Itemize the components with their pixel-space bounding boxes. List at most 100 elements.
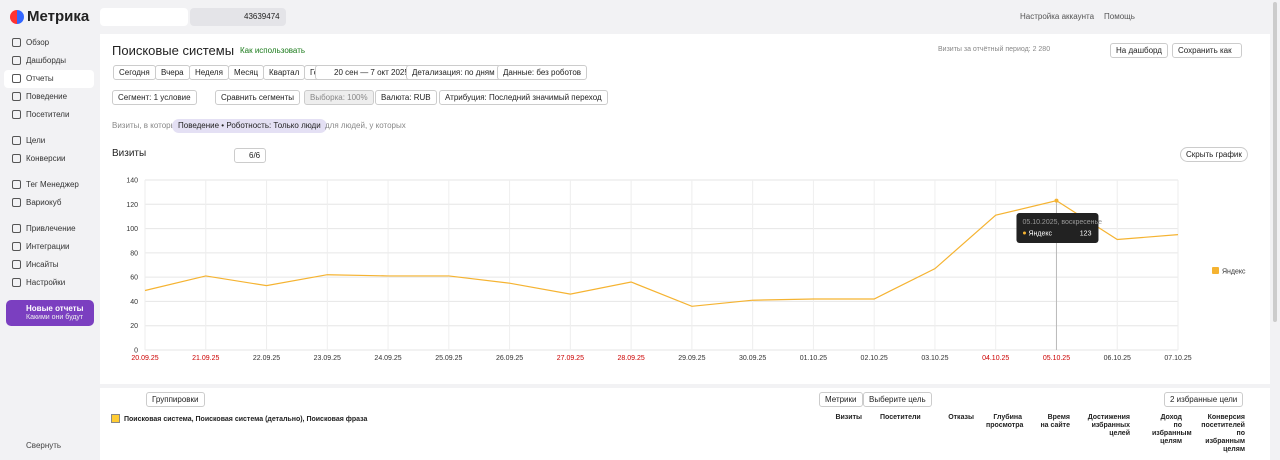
table-panel (100, 388, 1270, 460)
period-button[interactable]: Квартал (263, 65, 306, 80)
x-tick-label: 04.10.25 (982, 355, 1009, 362)
period-button[interactable]: Неделя (189, 65, 229, 80)
filter-prefix: Визиты, в которых (112, 121, 181, 130)
filter-people: для людей, у которых (325, 121, 406, 130)
sidebar-item[interactable]: Поведение (26, 92, 68, 101)
x-tick-label: 28.09.25 (617, 355, 644, 362)
x-tick-label: 22.09.25 (253, 355, 280, 362)
button[interactable]: На дашборд (1110, 43, 1168, 58)
sidebar-active (4, 70, 94, 88)
attribution-select[interactable]: Атрибуция: Последний значимый переход (439, 90, 608, 105)
sidebar-icon (12, 38, 21, 47)
compare-select[interactable]: Сравнить сегменты (215, 90, 301, 105)
currency-select[interactable]: Валюта: RUB (375, 90, 437, 105)
x-tick-label: 02.10.25 (861, 355, 888, 362)
fav-goals[interactable]: 2 избранные цели (1164, 392, 1244, 407)
sample-select[interactable]: Выборка: 100% (304, 90, 374, 105)
y-tick-label: 20 (130, 323, 138, 330)
legend-label: Яндекс (1222, 269, 1246, 276)
sidebar-item[interactable]: Отчеты (26, 74, 54, 83)
sidebar-icon (12, 56, 21, 65)
logo: Метрика (27, 8, 90, 25)
x-tick-label: 29.09.25 (678, 355, 705, 362)
column-header[interactable]: Посетители (880, 414, 921, 421)
sidebar-icon (12, 136, 21, 145)
sidebar-item[interactable]: Настройки (26, 278, 66, 287)
sidebar-item[interactable]: Конверсии (26, 154, 66, 163)
scrollbar (1273, 2, 1277, 322)
y-tick-label: 60 (130, 275, 138, 282)
counter-box (190, 8, 286, 26)
detail-select[interactable]: Детализация: по дням (406, 65, 501, 80)
dimension-checkbox[interactable] (111, 414, 120, 423)
hover-point (1054, 198, 1059, 203)
goal-select[interactable]: Выберите цель (863, 392, 932, 407)
x-tick-label: 23.09.25 (314, 355, 341, 362)
y-tick-label: 100 (126, 226, 138, 233)
collapse[interactable]: Свернуть (26, 441, 62, 450)
y-tick-label: 0 (134, 348, 138, 355)
groupings-button[interactable]: Группировки (146, 392, 205, 407)
period-button[interactable]: Сегодня (113, 65, 156, 80)
sidebar-item[interactable]: Посетители (26, 110, 70, 119)
x-tick-label: 06.10.25 (1104, 355, 1131, 362)
sidebar-item[interactable]: Инсайты (26, 260, 59, 269)
metrics-button[interactable]: Метрики (819, 392, 863, 407)
y-tick-label: 80 (130, 250, 138, 257)
promo-title: Новые отчеты (26, 304, 84, 313)
date-range[interactable]: 20 сен — 7 окт 2025 (315, 65, 415, 80)
series-count[interactable]: 6/6 (234, 148, 267, 163)
hide-chart[interactable]: Скрыть график (1180, 147, 1248, 162)
sidebar-item[interactable]: Обзор (26, 38, 50, 47)
header-link[interactable]: Помощь (1104, 12, 1135, 21)
column-header[interactable]: Время на сайте (1040, 414, 1070, 429)
sidebar-icon (12, 224, 21, 233)
help-link[interactable]: Как использовать (240, 46, 306, 55)
site-select[interactable] (100, 8, 188, 26)
report-title: Поисковые системы (112, 43, 235, 58)
legend-checkbox (1212, 267, 1219, 274)
column-header[interactable]: Глубина просмотра (986, 414, 1024, 429)
tooltip-dot (1022, 231, 1026, 235)
y-tick-label: 40 (130, 299, 138, 306)
tooltip-series: Яндекс (1028, 231, 1052, 238)
sidebar-icon (12, 180, 21, 189)
series-line (144, 199, 1179, 307)
logo-icon (10, 10, 24, 24)
column-header[interactable]: Достижения избранных целей (1087, 414, 1130, 437)
x-tick-label: 20.09.25 (131, 355, 158, 362)
sidebar-item[interactable]: Интеграции (26, 242, 70, 251)
filter-chip[interactable]: Поведение • Роботность: Только люди (172, 119, 327, 133)
sidebar-item[interactable]: Дашборды (26, 56, 66, 65)
column-header[interactable]: Конверсия посетителей по избранным целям (1201, 414, 1245, 453)
x-tick-label: 21.09.25 (192, 355, 219, 362)
column-header[interactable]: Отказы (948, 414, 974, 421)
dimension-header: Поисковая система, Поисковая система (де… (124, 416, 368, 423)
tooltip (1016, 213, 1099, 243)
period-button[interactable]: Месяц (228, 65, 265, 80)
sidebar-icon (12, 92, 21, 101)
segment-select[interactable]: Сегмент: 1 условие (112, 90, 197, 105)
x-tick-label: 01.10.25 (800, 355, 827, 362)
x-tick-label: 05.10.25 (1043, 355, 1070, 362)
sidebar-item[interactable]: Цели (26, 136, 46, 145)
x-tick-label: 24.09.25 (374, 355, 401, 362)
chart: 0 20 40 60 80 100 120 140 20.09.25 21.09.25 22.09.… (126, 178, 1246, 363)
x-tick-label: 30.09.25 (739, 355, 766, 362)
x-tick-label: 27.09.25 (557, 355, 584, 362)
counter: 43639474 (244, 12, 280, 21)
promo[interactable] (6, 300, 94, 326)
data-select[interactable]: Данные: без роботов (497, 65, 588, 80)
header-link[interactable]: Настройка аккаунта (1020, 12, 1095, 21)
tooltip-value: 123 (1080, 231, 1092, 238)
column-header[interactable]: Доход по избранным целям (1152, 414, 1192, 445)
period-button[interactable]: Вчера (155, 65, 190, 80)
column-header[interactable]: Визиты (835, 414, 862, 421)
x-tick-label: 25.09.25 (435, 355, 462, 362)
sidebar-item[interactable]: Тег Менеджер (26, 180, 79, 189)
sidebar-icon (12, 242, 21, 251)
button[interactable]: Сохранить как (1172, 43, 1242, 58)
sidebar-item[interactable]: Привлечение (26, 224, 76, 233)
sidebar-item[interactable]: Вариокуб (26, 198, 62, 207)
